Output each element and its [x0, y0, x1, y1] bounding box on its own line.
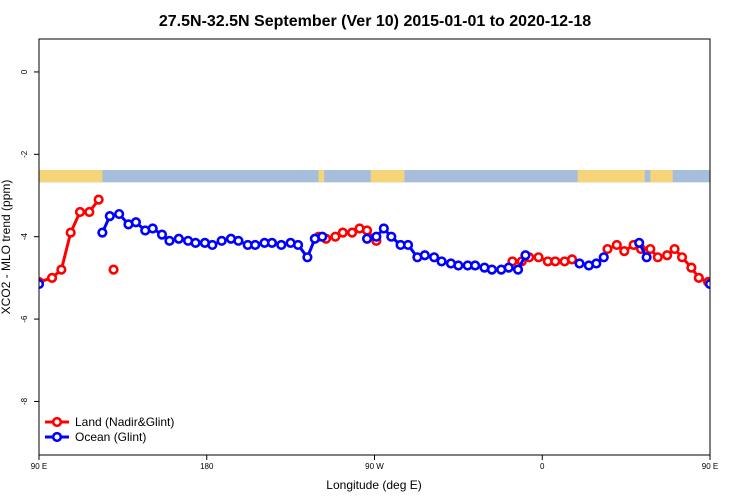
- legend-land-marker: [51, 416, 63, 428]
- y-tick-label: -6: [20, 315, 29, 323]
- land-point: [46, 272, 58, 283]
- ocean-point: [386, 231, 397, 242]
- land-point: [361, 225, 373, 236]
- y-tick-label: -2: [20, 150, 29, 158]
- ocean-point: [276, 239, 287, 251]
- ocean-series-line: [740, 214, 750, 245]
- land-band-segment: [650, 169, 673, 183]
- land-point: [108, 264, 119, 275]
- land-band-segment: [370, 169, 405, 183]
- ocean-point: [371, 231, 382, 242]
- land-point: [619, 246, 630, 257]
- ocean-point: [419, 250, 430, 261]
- land-point: [330, 231, 341, 242]
- land-point: [645, 243, 656, 255]
- land-point: [669, 243, 680, 255]
- ocean-point: [147, 223, 158, 234]
- x-tick-label: 90 E: [702, 462, 718, 471]
- y-tick-label: 0: [20, 69, 29, 74]
- legend-ocean-label: Ocean (Glint): [75, 430, 146, 444]
- ocean-point: [704, 278, 710, 290]
- land-ocean-band: [39, 169, 710, 183]
- ocean-point: [216, 235, 227, 246]
- ocean-point: [164, 235, 175, 246]
- land-point: [602, 243, 613, 255]
- land-point: [738, 208, 746, 216]
- land-point: [93, 194, 104, 205]
- y-axis-label: XCO2 - MLO trend (ppm): [0, 180, 13, 315]
- ocean-point: [745, 212, 750, 220]
- ocean-point: [292, 239, 304, 251]
- ocean-point: [591, 258, 602, 269]
- land-point: [74, 206, 86, 218]
- y-tick-label: -8: [20, 397, 29, 405]
- ocean-point: [453, 260, 464, 271]
- legend: Land (Nadir&Glint)Ocean (Glint): [45, 415, 174, 444]
- x-tick-label: 0: [540, 462, 545, 471]
- x-axis-label: Longitude (deg E): [326, 478, 421, 492]
- land-point: [65, 227, 76, 238]
- ocean-point: [520, 250, 531, 261]
- ocean-point: [207, 239, 218, 251]
- ocean-point: [173, 233, 184, 244]
- land-band-segment: [39, 169, 103, 183]
- ocean-point: [361, 233, 373, 244]
- land-point: [676, 252, 688, 263]
- land-point: [686, 262, 697, 273]
- land-point: [550, 256, 561, 267]
- legend-land-label: Land (Nadir&Glint): [75, 415, 174, 429]
- y-axis: 0 -2 -4 -6 -8: [20, 69, 39, 405]
- ocean-point: [266, 237, 278, 248]
- ocean-point: [250, 239, 261, 251]
- land-band-segment: [577, 169, 645, 183]
- x-tick-label: 180: [200, 462, 214, 471]
- series-layer: [39, 194, 750, 290]
- ocean-point: [470, 260, 481, 271]
- ocean-point: [436, 256, 447, 267]
- x-axis: 90 E 180 90 W 0 90 E: [31, 455, 718, 471]
- chart-title: 27.5N-32.5N September (Ver 10) 2015-01-0…: [159, 13, 591, 30]
- land-point: [337, 227, 348, 238]
- land-point: [652, 252, 663, 263]
- ocean-point: [378, 223, 389, 234]
- ocean-point: [302, 252, 313, 263]
- land-series-line: [606, 243, 710, 284]
- ocean-point: [190, 237, 201, 248]
- ocean-point: [486, 264, 498, 275]
- land-point: [693, 272, 704, 283]
- ocean-point: [317, 231, 328, 242]
- legend-ocean-marker: [51, 431, 63, 443]
- land-point: [84, 206, 95, 218]
- land-point: [730, 229, 738, 237]
- ocean-point: [634, 237, 645, 248]
- ocean-point: [598, 252, 609, 263]
- y-tick-label: -4: [20, 233, 29, 241]
- x-tick-label: 90 W: [365, 462, 384, 471]
- land-point: [662, 250, 673, 261]
- ocean-point: [104, 211, 115, 222]
- ocean-point: [233, 235, 244, 246]
- ocean-point: [512, 264, 524, 275]
- land-point: [533, 252, 544, 263]
- ocean-point: [402, 239, 414, 251]
- land-band-segment: [318, 169, 325, 183]
- ocean-point: [156, 229, 168, 240]
- ocean-point: [114, 208, 125, 220]
- x-tick-label: 90 E: [31, 462, 47, 471]
- land-point: [347, 227, 358, 238]
- ocean-point: [503, 262, 514, 273]
- land-point: [566, 254, 578, 265]
- ocean-point: [736, 229, 744, 237]
- ocean-point: [429, 252, 440, 263]
- ocean-point: [130, 217, 142, 228]
- ocean-point: [641, 252, 652, 263]
- ocean-point: [97, 227, 108, 238]
- land-point: [56, 264, 67, 275]
- land-point: [611, 239, 622, 251]
- ocean-point: [574, 258, 585, 269]
- land-point: [721, 266, 729, 274]
- land-point: [712, 274, 720, 282]
